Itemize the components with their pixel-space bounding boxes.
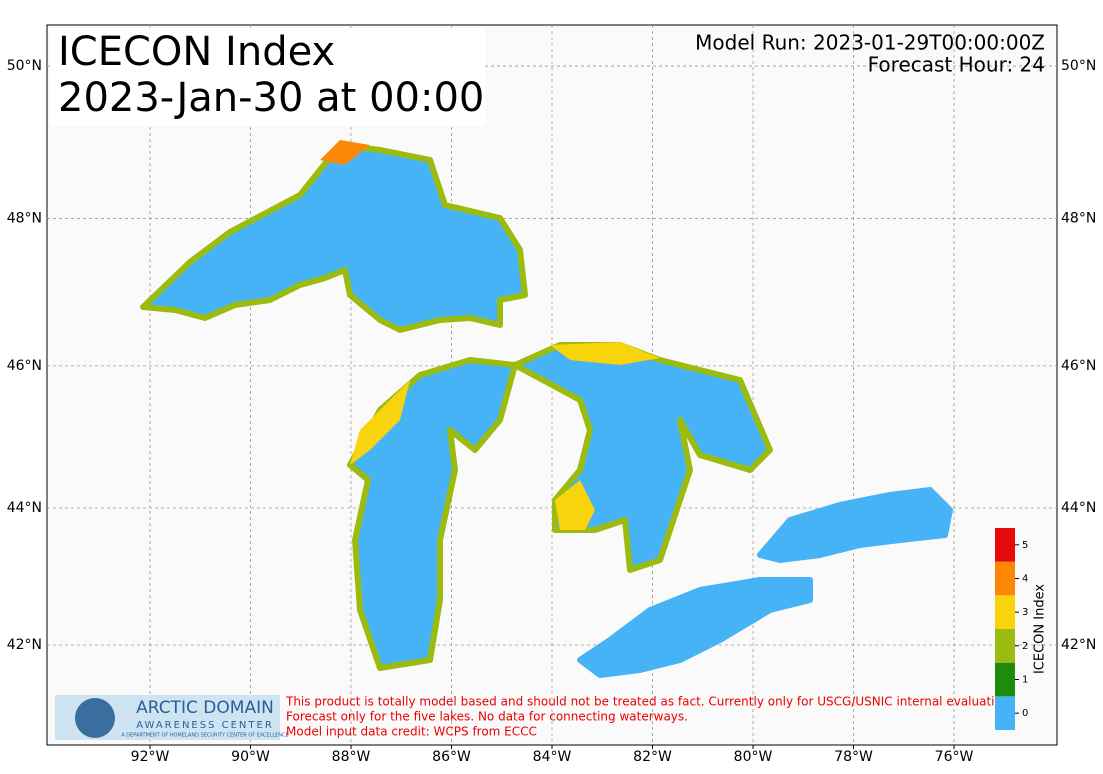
model-run: Model Run: 2023-01-29T00:00:00Z	[695, 31, 1045, 55]
colorbar-segment	[995, 528, 1015, 562]
logo-name: ARCTIC DOMAIN	[136, 698, 274, 718]
lat-tick-label: 50°N	[1061, 58, 1096, 74]
lat-tick-label: 48°N	[1061, 211, 1096, 227]
disclaimer-line: Forecast only for the five lakes. No dat…	[286, 710, 688, 724]
lon-tick-label: 86°W	[432, 749, 471, 765]
colorbar-segment	[995, 561, 1015, 596]
logo-globe	[75, 698, 115, 738]
ice-edge-north-channel	[550, 342, 660, 365]
lake-ontario	[757, 487, 953, 563]
lon-tick-label: 78°W	[834, 749, 873, 765]
colorbar-tick-label: 1	[1022, 675, 1028, 686]
lat-tick-label: 50°N	[7, 58, 42, 74]
lat-tick-label: 42°N	[1061, 637, 1096, 653]
map-subtitle: 2023-Jan-30 at 00:00	[58, 75, 484, 121]
lat-tick-label: 46°N	[7, 358, 42, 374]
lake-erie	[577, 577, 813, 678]
lon-tick-label: 90°W	[231, 749, 270, 765]
colorbar-tick-label: 2	[1022, 641, 1028, 652]
colorbar-segment	[995, 629, 1015, 663]
ice-edge-saginaw	[555, 480, 595, 530]
ice-edge-superior	[320, 140, 370, 165]
ice-edge-michigan	[350, 380, 410, 465]
title-box	[50, 28, 485, 126]
lakes	[140, 140, 953, 678]
disclaimer-line: This product is totally model based and …	[285, 695, 1013, 709]
lon-tick-label: 76°W	[935, 749, 974, 765]
lon-tick-label: 80°W	[734, 749, 773, 765]
lon-tick-label: 92°W	[131, 749, 170, 765]
map-title: ICECON Index	[58, 29, 335, 75]
lon-tick-label: 84°W	[533, 749, 572, 765]
colorbar-tick-label: 3	[1022, 607, 1028, 618]
lon-tick-label: 82°W	[633, 749, 672, 765]
lat-tick-label: 48°N	[7, 211, 42, 227]
colorbar-segment	[995, 662, 1015, 697]
lat-tick-label: 44°N	[7, 500, 42, 516]
lat-tick-label: 46°N	[1061, 358, 1096, 374]
lon-tick-label: 88°W	[332, 749, 371, 765]
forecast-hour: Forecast Hour: 24	[868, 53, 1045, 77]
colorbar-tick-label: 5	[1022, 540, 1028, 551]
lat-tick-label: 42°N	[7, 637, 42, 653]
colorbar: 0 1 2 3 4 5	[995, 528, 1028, 730]
colorbar-tick-label: 4	[1022, 574, 1028, 585]
disclaimer-line: Model input data credit: WCPS from ECCC	[286, 725, 537, 739]
colorbar-tick-label: 0	[1022, 708, 1028, 719]
logo: ARCTIC DOMAIN AWARENESS CENTER A DEPARTM…	[55, 695, 289, 740]
lake-michigan	[347, 357, 518, 671]
logo-subname: AWARENESS CENTER	[136, 720, 274, 731]
colorbar-segment	[995, 595, 1015, 629]
colorbar-label: ICECON Index	[1033, 584, 1048, 674]
colorbar-segment	[995, 696, 1015, 730]
lat-tick-label: 44°N	[1061, 500, 1096, 516]
logo-tagline: A DEPARTMENT OF HOMELAND SECURITY CENTER…	[121, 733, 288, 739]
